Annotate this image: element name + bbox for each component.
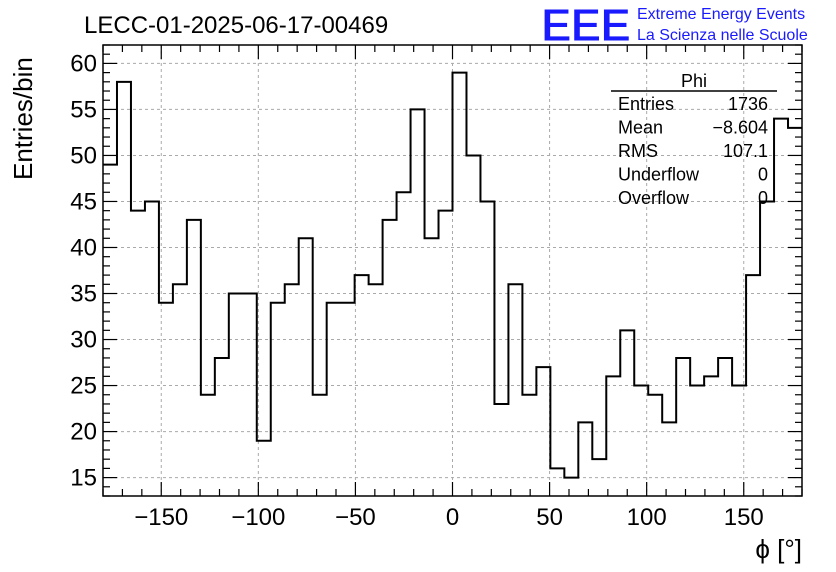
histogram-bin-37 (620, 330, 634, 496)
histogram-bin-20 (383, 220, 397, 496)
x-tick-label: −150 (134, 504, 188, 531)
histogram-bin-24 (439, 211, 453, 496)
y-tick-label: 30 (70, 327, 97, 354)
stats-title: Phi (681, 71, 707, 91)
histogram-bin-10 (243, 294, 257, 496)
stats-value-rms: 107.1 (723, 141, 768, 161)
histogram-bin-6 (187, 220, 201, 496)
y-tick-label: 45 (70, 188, 97, 215)
histogram-bin-17 (341, 303, 355, 496)
stats-rows: Entries 1736 Mean −8.604 RMS 107.1 Underflow 0 O… (618, 94, 768, 208)
y-tick-labels: 15 20 25 30 35 40 45 50 55 60 (70, 50, 97, 491)
x-tick-label: −100 (231, 504, 285, 531)
histogram-bin-34 (578, 422, 592, 496)
y-tick-label: 20 (70, 419, 97, 446)
y-tick-label: 25 (70, 373, 97, 400)
histogram-bin-1 (117, 82, 131, 496)
histogram-bin-41 (676, 358, 690, 496)
histogram-bin-21 (397, 192, 411, 496)
histogram-bin-40 (662, 422, 676, 496)
histogram-outline (103, 71, 802, 479)
histogram-bin-19 (369, 284, 383, 496)
eee-logo-mark: EEE (541, 0, 630, 51)
histogram-bin-23 (425, 238, 439, 496)
histogram-bin-26 (466, 155, 480, 496)
histogram-bin-25 (453, 73, 467, 496)
x-tick-labels: −150 −100 −50 0 50 100 150 (134, 504, 764, 531)
histogram-bin-5 (173, 284, 187, 496)
histogram-bin-47 (760, 201, 774, 496)
logo-line-1: Extreme Energy Events (637, 6, 805, 23)
y-tick-label: 40 (70, 234, 97, 261)
x-tick-label: 50 (536, 504, 563, 531)
stats-label-entries: Entries (618, 94, 674, 114)
histogram-bin-8 (215, 358, 229, 496)
histogram-bin-13 (285, 284, 299, 496)
histogram-bin-27 (480, 201, 494, 496)
histogram-bin-48 (774, 119, 788, 496)
x-tick-label: 150 (724, 504, 764, 531)
y-tick-label: 55 (70, 96, 97, 123)
histogram-bin-38 (634, 386, 648, 496)
histogram-bin-32 (550, 468, 564, 496)
x-tick-label: −50 (335, 504, 376, 531)
chart-title: LECC-01-2025-06-17-00469 (84, 12, 388, 39)
stats-label-rms: RMS (618, 141, 658, 161)
histogram-bin-2 (131, 211, 145, 496)
histogram-bin-44 (718, 358, 732, 496)
histogram-bin-3 (145, 201, 159, 496)
y-axis-label: Entries/bin (8, 57, 38, 180)
y-tick-label: 15 (70, 465, 97, 492)
stats-label-mean: Mean (618, 118, 663, 138)
y-tick-label: 60 (70, 50, 97, 77)
histogram-bin-35 (592, 459, 606, 496)
histogram-bin-7 (201, 395, 215, 496)
histogram-bin-14 (299, 238, 313, 496)
histogram-bin-22 (411, 109, 425, 496)
logo-line-2: La Scienza nelle Scuole (637, 27, 808, 44)
stats-box: Phi Entries 1736 Mean −8.604 RMS 107.1 Underfl… (611, 71, 777, 208)
stats-value-entries: 1736 (728, 94, 768, 114)
histogram-bin-42 (690, 386, 704, 496)
histogram-bin-16 (327, 303, 341, 496)
y-tick-label: 35 (70, 281, 97, 308)
stats-value-underflow: 0 (758, 165, 768, 185)
x-tick-label: 100 (627, 504, 667, 531)
stats-value-overflow: 0 (758, 188, 768, 208)
stats-value-mean: −8.604 (712, 118, 768, 138)
x-axis-label: ϕ [°] (755, 534, 802, 564)
y-tick-label: 50 (70, 142, 97, 169)
stats-label-underflow: Underflow (618, 165, 700, 185)
x-tick-label: 0 (446, 504, 459, 531)
axis-ticks (102, 44, 803, 497)
histogram-bin-12 (271, 303, 285, 496)
histogram-bin-30 (522, 395, 536, 496)
stats-label-overflow: Overflow (618, 188, 690, 208)
histogram-bin-39 (648, 395, 662, 496)
histogram-bin-9 (229, 294, 243, 496)
histogram-bin-15 (313, 395, 327, 496)
histogram-bin-33 (564, 478, 578, 496)
histogram-bin-29 (508, 284, 522, 496)
histogram-bin-28 (494, 404, 508, 496)
